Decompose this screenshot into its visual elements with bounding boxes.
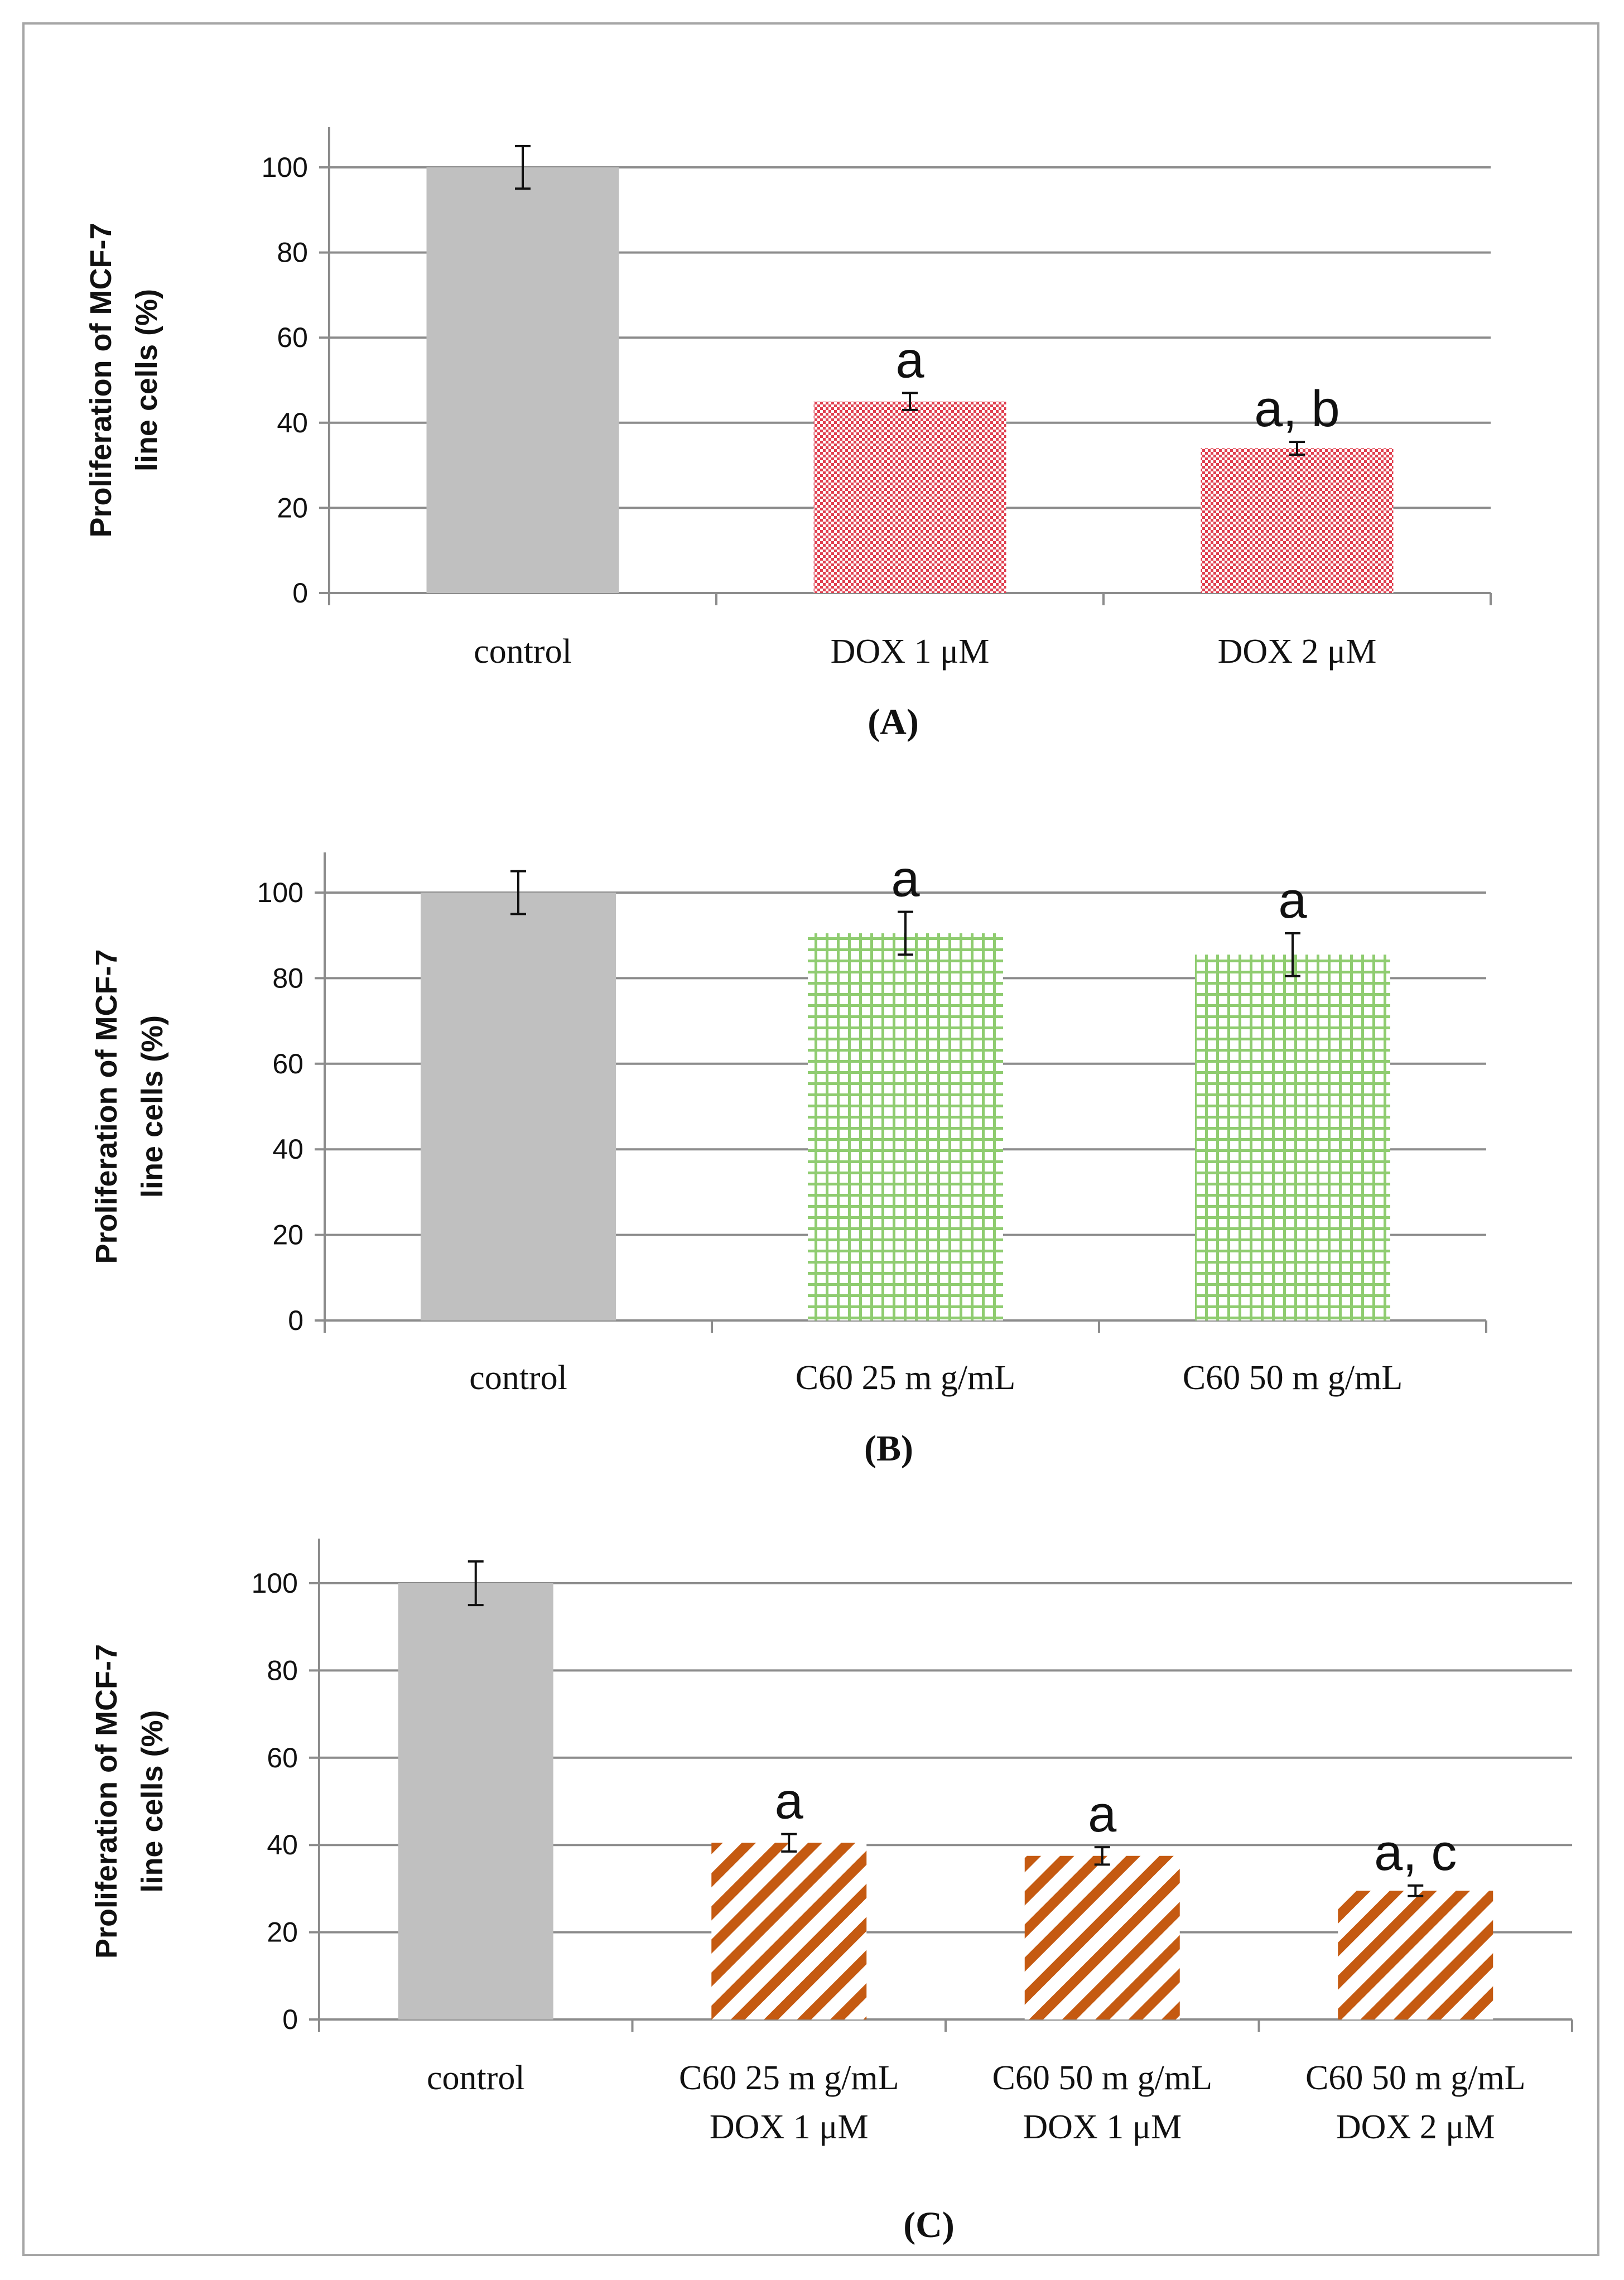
- x-category-label: control: [427, 2059, 525, 2097]
- x-category-label: C60 50 m g/mL: [992, 2059, 1212, 2097]
- y-axis-title: Proliferation of MCF-7: [90, 1644, 123, 1959]
- x-category-label: control: [474, 633, 572, 671]
- chart-panel-b: 0 20 40 60 80 100 control a C60 25 m g/mL a C60 50…: [90, 851, 1487, 1469]
- significance-label: a: [775, 1773, 804, 1830]
- y-tick-label: 40: [277, 407, 308, 438]
- x-category-label: DOX 2 μM: [1336, 2108, 1495, 2146]
- y-tick-label: 20: [272, 1219, 303, 1251]
- chart-panel-c: 0 20 40 60 80 100 control a C60 25 m g/mL DOX 1 μ…: [90, 1539, 1573, 2245]
- y-tick-label: 0: [292, 577, 308, 609]
- bar: [711, 1843, 867, 2019]
- panel-label: (B): [864, 1428, 913, 1469]
- x-category-label: DOX 1 μM: [831, 633, 990, 671]
- panel-label: (C): [903, 2205, 955, 2245]
- y-axis-title: Proliferation of MCF-7: [90, 949, 123, 1264]
- x-category-label: DOX 2 μM: [1218, 633, 1377, 671]
- bar: [398, 1583, 553, 2019]
- significance-label: a: [891, 851, 920, 908]
- y-tick-label: 60: [277, 322, 308, 353]
- y-tick-label: 40: [272, 1134, 303, 1165]
- y-tick-label: 40: [267, 1829, 298, 1860]
- significance-label: a, b: [1254, 380, 1339, 437]
- y-tick-label: 100: [262, 152, 308, 183]
- x-category-label: control: [469, 1359, 567, 1397]
- x-category-label: DOX 1 μM: [1023, 2108, 1182, 2146]
- bar: [1024, 1855, 1180, 2019]
- bar: [421, 893, 616, 1320]
- y-tick-label: 0: [282, 2004, 298, 2035]
- y-tick-label: 60: [267, 1742, 298, 1773]
- x-category-label: C60 50 m g/mL: [1305, 2059, 1525, 2097]
- significance-label: a: [895, 331, 924, 388]
- significance-label: a: [1088, 1786, 1117, 1843]
- y-tick-label: 0: [288, 1305, 303, 1336]
- y-tick-label: 100: [252, 1568, 298, 1599]
- bar: [1338, 1891, 1493, 2019]
- y-tick-label: 60: [272, 1048, 303, 1079]
- y-axis-title: line cells (%): [136, 1710, 169, 1892]
- bar: [426, 167, 619, 593]
- y-tick-label: 80: [277, 237, 308, 268]
- significance-label: a: [1278, 872, 1307, 929]
- bar: [1195, 955, 1390, 1320]
- y-tick-label: 80: [272, 962, 303, 994]
- y-axis-title: line cells (%): [130, 289, 163, 471]
- bar: [808, 933, 1003, 1320]
- bar: [1201, 448, 1394, 593]
- y-tick-label: 20: [267, 1917, 298, 1948]
- chart-panel-a: 0 20 40 60 80 100 control a DOX 1 μM a, b DOX 2 μM…: [84, 127, 1492, 743]
- y-tick-label: 80: [267, 1655, 298, 1686]
- y-tick-label: 100: [257, 877, 303, 908]
- y-axis-title: Proliferation of MCF-7: [84, 223, 118, 538]
- y-axis-title: line cells (%): [136, 1015, 169, 1198]
- x-category-label: C60 25 m g/mL: [679, 2059, 899, 2097]
- significance-label: a, c: [1374, 1824, 1457, 1881]
- bar: [813, 401, 1006, 593]
- x-category-label: C60 25 m g/mL: [796, 1359, 1015, 1397]
- y-tick-label: 20: [277, 492, 308, 523]
- x-category-label: DOX 1 μM: [710, 2108, 869, 2146]
- panel-label: (A): [868, 702, 919, 743]
- x-category-label: C60 50 m g/mL: [1183, 1359, 1403, 1397]
